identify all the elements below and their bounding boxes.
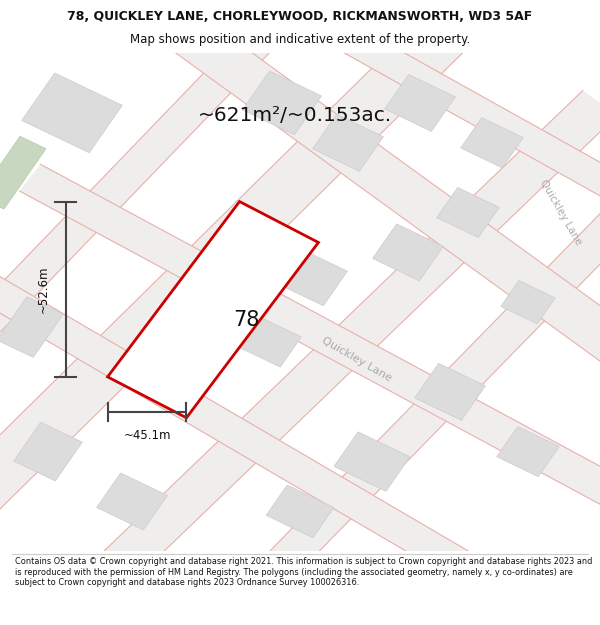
Polygon shape [437, 188, 499, 238]
Polygon shape [461, 118, 523, 168]
Polygon shape [0, 265, 490, 588]
Polygon shape [239, 317, 301, 367]
Polygon shape [0, 297, 63, 358]
Text: Quickley Lane: Quickley Lane [538, 178, 584, 247]
Polygon shape [163, 12, 600, 392]
Polygon shape [91, 91, 600, 589]
Polygon shape [373, 224, 443, 281]
Text: 78, QUICKLEY LANE, CHORLEYWOOD, RICKMANSWORTH, WD3 5AF: 78, QUICKLEY LANE, CHORLEYWOOD, RICKMANS… [67, 11, 533, 24]
Text: Map shows position and indicative extent of the property.: Map shows position and indicative extent… [130, 33, 470, 46]
Polygon shape [0, 19, 284, 411]
Polygon shape [277, 249, 347, 306]
Text: 78: 78 [233, 309, 259, 329]
Polygon shape [0, 13, 472, 517]
Polygon shape [313, 114, 383, 171]
Polygon shape [107, 201, 319, 418]
Polygon shape [22, 73, 122, 153]
Text: ~621m²/~0.153ac.: ~621m²/~0.153ac. [198, 106, 392, 125]
Polygon shape [255, 168, 600, 586]
Polygon shape [501, 281, 555, 324]
Text: Quickley Lane: Quickley Lane [320, 336, 394, 384]
Text: ~45.1m: ~45.1m [123, 429, 171, 442]
Polygon shape [97, 473, 167, 530]
Polygon shape [385, 74, 455, 131]
Polygon shape [497, 427, 559, 477]
Text: ~52.6m: ~52.6m [36, 266, 49, 313]
Text: Contains OS data © Crown copyright and database right 2021. This information is : Contains OS data © Crown copyright and d… [15, 557, 592, 587]
Polygon shape [415, 363, 485, 421]
Polygon shape [242, 71, 322, 135]
Polygon shape [0, 136, 46, 209]
Polygon shape [20, 164, 600, 515]
Polygon shape [266, 485, 334, 538]
Polygon shape [14, 422, 82, 481]
Polygon shape [320, 17, 600, 224]
Polygon shape [334, 432, 410, 491]
